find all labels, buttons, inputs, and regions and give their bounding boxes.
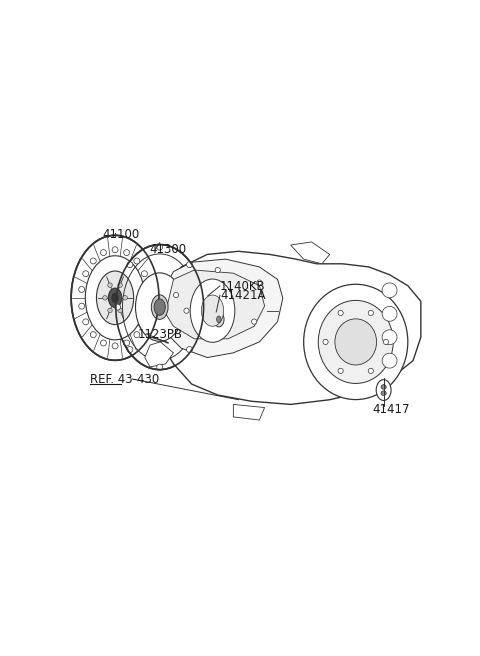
Text: 41421A: 41421A [220, 289, 265, 302]
Polygon shape [160, 259, 283, 358]
Circle shape [142, 319, 147, 325]
Ellipse shape [216, 316, 221, 323]
Circle shape [127, 346, 133, 352]
Ellipse shape [116, 245, 204, 369]
Circle shape [112, 247, 118, 253]
Ellipse shape [190, 279, 235, 342]
Circle shape [382, 330, 397, 344]
Ellipse shape [85, 256, 145, 340]
Circle shape [204, 330, 210, 335]
Polygon shape [160, 251, 421, 404]
Ellipse shape [304, 284, 408, 400]
Ellipse shape [135, 273, 184, 341]
Circle shape [134, 258, 140, 264]
Text: 41417: 41417 [372, 403, 410, 416]
Circle shape [90, 258, 96, 264]
Ellipse shape [71, 236, 159, 360]
Circle shape [108, 308, 112, 313]
Circle shape [127, 262, 133, 268]
Circle shape [142, 271, 147, 277]
Circle shape [103, 296, 107, 300]
Ellipse shape [376, 380, 391, 400]
Circle shape [79, 303, 84, 309]
Ellipse shape [335, 319, 377, 365]
Ellipse shape [214, 312, 224, 327]
Circle shape [382, 283, 397, 298]
Circle shape [157, 364, 163, 370]
Circle shape [257, 280, 262, 285]
Circle shape [252, 319, 257, 324]
Circle shape [382, 353, 397, 368]
Polygon shape [166, 270, 264, 338]
Polygon shape [145, 342, 173, 367]
Polygon shape [145, 285, 155, 306]
Ellipse shape [112, 293, 119, 302]
Text: 41300: 41300 [149, 243, 186, 256]
Polygon shape [233, 404, 264, 420]
Ellipse shape [211, 308, 227, 331]
Circle shape [215, 268, 220, 273]
Circle shape [124, 340, 130, 346]
Circle shape [145, 303, 151, 309]
Circle shape [338, 310, 343, 316]
Circle shape [384, 339, 388, 344]
Circle shape [83, 271, 89, 277]
Circle shape [83, 319, 89, 325]
Circle shape [115, 304, 120, 310]
Circle shape [368, 310, 373, 316]
Polygon shape [198, 293, 230, 337]
Circle shape [323, 339, 328, 344]
Circle shape [100, 250, 107, 256]
Circle shape [173, 293, 179, 298]
Circle shape [134, 332, 140, 338]
Circle shape [118, 283, 122, 287]
Circle shape [382, 306, 397, 321]
Circle shape [187, 346, 192, 352]
Circle shape [112, 343, 118, 349]
Ellipse shape [202, 295, 224, 326]
Ellipse shape [318, 300, 393, 384]
Text: 41100: 41100 [103, 228, 140, 241]
Circle shape [123, 296, 127, 300]
Ellipse shape [154, 299, 165, 316]
Ellipse shape [151, 295, 168, 319]
Ellipse shape [200, 321, 207, 332]
Text: REF. 43-430: REF. 43-430 [90, 373, 159, 386]
Ellipse shape [381, 391, 386, 396]
Circle shape [338, 368, 343, 373]
Circle shape [108, 283, 112, 287]
Text: 1140KB: 1140KB [220, 280, 265, 293]
Circle shape [124, 250, 130, 256]
Circle shape [187, 262, 192, 268]
Polygon shape [290, 242, 330, 264]
Circle shape [100, 340, 107, 346]
Circle shape [146, 333, 150, 338]
Text: 1123PB: 1123PB [138, 329, 183, 342]
Circle shape [118, 308, 122, 313]
Circle shape [199, 304, 205, 310]
Ellipse shape [381, 384, 386, 389]
Circle shape [79, 287, 84, 293]
Circle shape [157, 244, 163, 250]
Ellipse shape [96, 271, 133, 325]
Circle shape [368, 368, 373, 373]
Circle shape [90, 332, 96, 338]
Circle shape [184, 308, 189, 314]
Circle shape [145, 287, 151, 293]
Ellipse shape [108, 288, 122, 308]
